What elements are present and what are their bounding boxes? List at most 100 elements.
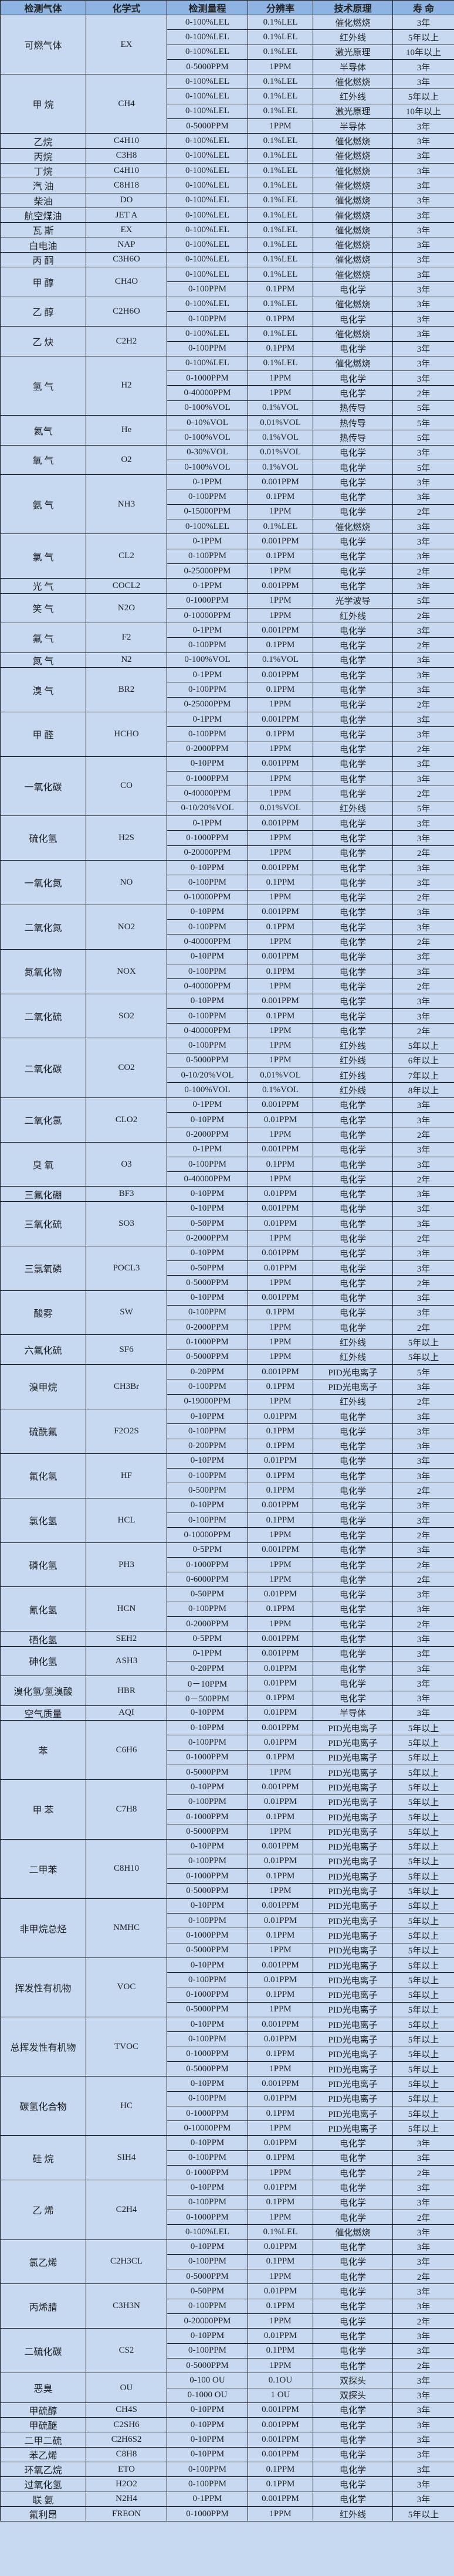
table-row: 0-100PPM 0.1PPM 电化学 3年 [1,1423,454,1439]
table-row: 0-1000PPM 1PPM 电化学 2年 [1,2209,454,2225]
cell-gas-name: 氟化氢 [0,1453,86,1498]
cell-technology: 电化学 [313,2209,393,2225]
cell-technology: 电化学 [313,1631,393,1647]
cell-lifespan: 3年 [392,815,454,831]
cell-lifespan: 3年 [392,1260,454,1276]
cell-resolution: 0.1PPM [248,1304,313,1321]
cell-technology: 电化学 [313,1660,393,1677]
table-row: 氮 气 N2 0-100%VOL 0.1%VOL 电化学 3年 [0,652,454,668]
cell-technology: 电化学 [313,2343,393,2358]
cell-range: 0-100PPM [167,2343,248,2358]
cell-resolution: 1PPM [248,1320,313,1335]
cell-range: 0-5PPM [167,1542,248,1558]
cell-lifespan: 3年 [392,875,454,891]
cell-range: 0-1000PPM [167,1749,248,1766]
cell-gas-name: 柴油 [0,192,86,208]
cell-lifespan: 3年 [392,2239,454,2255]
cell-gas-name: 二氧化碳 [0,1038,86,1098]
cell-resolution: 1PPM [248,607,313,624]
cell-technology: 电化学 [313,444,393,460]
cell-gas-name: 航空煤油 [0,207,86,223]
cell-gas-name: 丙烯腈 [0,2283,86,2329]
cell-range: 0-5000PPM [167,1765,248,1780]
cell-range: 0-100%VOL [167,1082,248,1098]
cell-lifespan: 5年 [392,430,454,446]
cell-resolution: 0.01%VOL [248,415,313,431]
cell-resolution: 0.01PPM [248,2031,313,2047]
cell-range: 0-25000PPM [167,563,248,579]
table-row: 0-100PPM 0.1PPM 电化学 3年 [1,682,454,698]
cell-range: 0-5000PPM [167,118,248,134]
cell-resolution: 0.001PPM [248,2432,313,2448]
cell-lifespan: 2年 [392,607,454,624]
cell-lifespan: 5年以上 [392,1038,454,1053]
cell-lifespan: 3年 [392,2194,454,2210]
cell-technology: PID光电离子 [313,1898,393,1914]
cell-technology: 电化学 [313,2150,393,2166]
cell-technology: 催化燃烧 [313,296,393,312]
cell-range: 0-100%LEL [167,326,248,342]
cell-lifespan: 3年 [392,2387,454,2403]
cell-formula: CO2 [86,1038,167,1098]
table-row: 0-100PPM 0.1PPM 电化学 3年 [1,1304,454,1321]
cell-lifespan: 3年 [392,2461,454,2478]
cell-range: 0-5000PPM [167,2269,248,2285]
cell-formula: C4H10 [86,133,167,149]
cell-lifespan: 5年以上 [392,1749,454,1766]
cell-formula: N2O [86,593,167,624]
cell-range: 0-1PPM [167,1097,248,1113]
cell-resolution: 0.1PPM [248,919,313,935]
table-row: 溴 气 BR2 0-1PPM 0.001PPM 电化学 3年 [0,667,454,712]
cell-range: 0-10PPM [167,859,248,876]
cell-technology: 电化学 [313,1141,393,1157]
cell-technology: 电化学 [313,1008,393,1024]
cell-lifespan: 5年以上 [392,1720,454,1736]
table-row: 0-2000PPM 1PPM 电化学 2年 [1,1616,454,1632]
cell-lifespan: 7年以上 [392,1068,454,1083]
table-row: 0-25000PPM 1PPM 电化学 2年 [1,563,454,579]
cell-technology: PID光电离子 [313,1957,393,1973]
cell-lifespan: 5年以上 [392,1957,454,1973]
cell-technology: 双探头 [313,2373,393,2388]
cell-resolution: 0.1PPM [248,2194,313,2210]
cell-technology: 电化学 [313,1483,393,1498]
cell-resolution: 1PPM [248,1942,313,1958]
cell-resolution: 0.1PPM [248,1468,313,1484]
cell-resolution: 0.1%LEL [248,207,313,223]
cell-lifespan: 3年 [392,118,454,134]
table-row: 0-5000PPM 1PPM 电化学 2年 [1,2357,454,2374]
cell-lifespan: 3年 [392,341,454,356]
cell-resolution: 1PPM [248,1572,313,1588]
cell-lifespan: 3年 [392,756,454,772]
cell-resolution: 0.1%LEL [248,519,313,535]
cell-technology: 电化学 [313,919,393,935]
table-row: 0-10/20%VOL 0.01%VOL 红外线 7年以上 [1,1068,454,1083]
cell-range: 0-10/20%VOL [167,800,248,817]
cell-resolution: 0.001PPM [248,2017,313,2033]
cell-technology: 电化学 [313,1616,393,1632]
cell-technology: 电化学 [313,1320,393,1335]
cell-technology: 电化学 [313,1542,393,1558]
cell-range: 0-10000PPM [167,1527,248,1543]
cell-resolution: 0.1PPM [248,1690,313,1706]
cell-resolution: 0.001PPM [248,859,313,876]
cell-gas-name: 三氯氧磷 [0,1245,86,1291]
cell-resolution: 1PPM [248,1557,313,1573]
cell-range: 0-100PPM [167,2091,248,2106]
table-row: 0-1000PPM 1PPM 电化学 3年 [1,371,454,386]
cell-lifespan: 3年 [392,578,454,594]
cell-lifespan: 2年 [392,934,454,950]
cell-formula: C8H10 [86,1838,167,1899]
cell-technology: 电化学 [313,1572,393,1588]
table-row: 酸雾 SW 0-10PPM 0.001PPM 电化学 3年 [0,1290,454,1335]
cell-resolution: 0.1PPM [248,1483,313,1498]
table-row: 0-100PPM 0.1PPM 电化学 2年 [1,637,454,653]
cell-lifespan: 5年以上 [392,1912,454,1929]
cell-lifespan: 3年 [392,222,454,238]
cell-range: 0-1PPM [167,623,248,638]
cell-gas-name: 磷化氢 [0,1542,86,1588]
cell-formula: VOC [86,1957,167,2018]
cell-lifespan: 5年以上 [392,1838,454,1854]
cell-lifespan: 2年 [392,845,454,861]
cell-formula: PH3 [86,1542,167,1588]
